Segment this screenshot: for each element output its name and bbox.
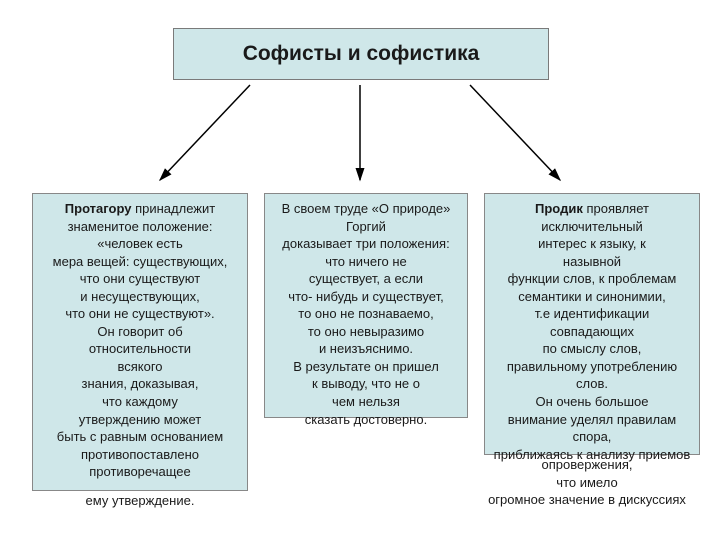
card-protagoras: Протагору принадлежитзнаменитое положени… (32, 193, 248, 491)
protagoras-line-line-2: «человек есть (41, 235, 239, 253)
card-prodicus-overflow: опровержения,что имелоогромное значение … (458, 456, 716, 509)
protagoras-line-line-6: что они не существуют». (41, 305, 239, 323)
prodicus-line-line-4: функции слов, к проблемам (493, 270, 691, 288)
prodicus-line-line-10: Он очень большое (493, 393, 691, 411)
slide-stage: Софисты и софистика Протагору принадлежи… (0, 0, 720, 540)
gorgias-line-line-5: что- нибудь и существует, (273, 288, 459, 306)
gorgias-line-line-7: то оно невыразимо (273, 323, 459, 341)
prodicus-overflow-line-line-0: опровержения, (458, 456, 716, 474)
prodicus-line-line-3: назывной (493, 253, 691, 271)
gorgias-line-line-4: существует, а если (273, 270, 459, 288)
protagoras-line-line-9: всякого (41, 358, 239, 376)
protagoras-line-line-13: быть с равным основанием (41, 428, 239, 446)
protagoras-line-line-12: утверждению может (41, 411, 239, 429)
prodicus-line-line-6: т.е идентификации совпадающих (493, 305, 691, 340)
card-gorgias: В своем труде «О природе»Горгийдоказывае… (264, 193, 468, 418)
prodicus-line-line-8: правильному употреблению (493, 358, 691, 376)
gorgias-line-line-1: Горгий (273, 218, 459, 236)
arrow-0 (160, 85, 250, 180)
gorgias-line-line-12: сказать достоверно. (273, 411, 459, 429)
protagoras-line-line-1: знаменитое положение: (41, 218, 239, 236)
protagoras-overflow-line-line-0: ему утверждение. (32, 492, 248, 510)
gorgias-line-line-3: что ничего не (273, 253, 459, 271)
gorgias-line-line-0: В своем труде «О природе» (273, 200, 459, 218)
protagoras-line-line-11: что каждому (41, 393, 239, 411)
gorgias-line-line-9: В результате он пришел (273, 358, 459, 376)
protagoras-line-line-7: Он говорит об (41, 323, 239, 341)
gorgias-line-line-10: к выводу, что не о (273, 375, 459, 393)
protagoras-line-line-3: мера вещей: существующих, (41, 253, 239, 271)
protagoras-line-line-15: противоречащее (41, 463, 239, 481)
protagoras-line-line-0: Протагору принадлежит (41, 200, 239, 218)
card-prodicus: Продик проявляетисключительныйинтерес к … (484, 193, 700, 455)
gorgias-line-line-8: и неизъяснимо. (273, 340, 459, 358)
gorgias-line-line-6: то оно не познаваемо, (273, 305, 459, 323)
protagoras-line-line-5: и несуществующих, (41, 288, 239, 306)
prodicus-overflow-line-line-1: что имело (458, 474, 716, 492)
prodicus-line-line-12: спора, (493, 428, 691, 446)
prodicus-line-line-7: по смыслу слов, (493, 340, 691, 358)
protagoras-line-line-14: противопоставлено (41, 446, 239, 464)
gorgias-line-line-2: доказывает три положения: (273, 235, 459, 253)
prodicus-line-line-5: семантики и синонимии, (493, 288, 691, 306)
gorgias-line-line-11: чем нельзя (273, 393, 459, 411)
prodicus-line-line-0: Продик проявляет (493, 200, 691, 218)
prodicus-line-line-1: исключительный (493, 218, 691, 236)
protagoras-line-line-8: относительности (41, 340, 239, 358)
prodicus-line-line-2: интерес к языку, к (493, 235, 691, 253)
protagoras-line-line-4: что они существуют (41, 270, 239, 288)
card-protagoras-overflow: ему утверждение. (32, 492, 248, 510)
arrow-2 (470, 85, 560, 180)
prodicus-line-line-9: слов. (493, 375, 691, 393)
protagoras-line-line-10: знания, доказывая, (41, 375, 239, 393)
prodicus-line-line-11: внимание уделял правилам (493, 411, 691, 429)
prodicus-overflow-line-line-2: огромное значение в дискуссиях (458, 491, 716, 509)
